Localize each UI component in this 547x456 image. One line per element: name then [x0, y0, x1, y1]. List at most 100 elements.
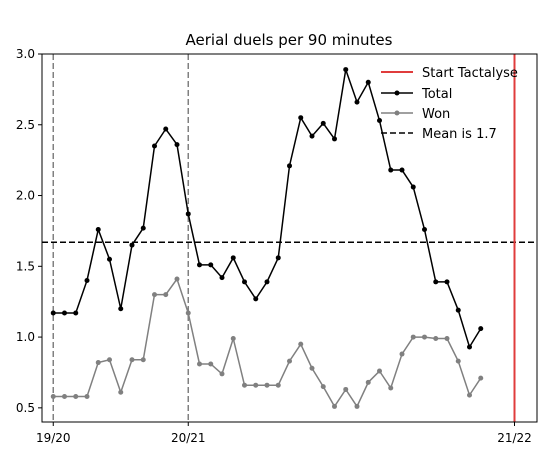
- series-total-point: [230, 255, 236, 261]
- series-total-point: [422, 227, 427, 233]
- series-won-point: [185, 310, 191, 316]
- series-won-point: [377, 368, 382, 374]
- series-won-point: [388, 385, 394, 391]
- series-won-point: [332, 403, 337, 409]
- series-total-point: [433, 279, 439, 285]
- series-total-point: [309, 133, 315, 139]
- series-total-point: [140, 225, 146, 231]
- series-won-point: [478, 375, 484, 381]
- x-tick-label: 19/20: [36, 431, 71, 445]
- plot-background: [42, 54, 537, 422]
- season-lines: [52, 54, 189, 422]
- series-total-point: [174, 142, 180, 148]
- series-won-point: [410, 334, 416, 340]
- series-total-point: [129, 242, 135, 248]
- series-won-point: [444, 335, 450, 341]
- legend-mean-label: Mean is 1.7: [422, 127, 497, 142]
- legend-won-marker: [394, 110, 400, 116]
- series-total-point: [73, 310, 79, 316]
- y-tick-label: 0.5: [16, 401, 35, 415]
- series-total-point: [444, 279, 450, 285]
- series-total-point: [50, 310, 56, 316]
- series-won-point: [275, 382, 281, 388]
- series-total-point: [152, 143, 157, 149]
- series-won-point: [298, 341, 304, 347]
- series-won-point: [309, 365, 315, 371]
- series-total-point: [365, 79, 371, 85]
- series-won-point: [320, 384, 326, 390]
- series-won-point: [467, 392, 472, 398]
- series-won-point: [287, 358, 292, 364]
- y-tick-label: 2.5: [16, 118, 35, 132]
- series-total-point: [275, 255, 281, 261]
- series-total-point: [197, 262, 202, 268]
- series-won-point: [62, 394, 67, 400]
- x-tick-label: 20/21: [171, 431, 206, 445]
- series-total-point: [467, 344, 472, 350]
- series-total-point: [399, 167, 405, 173]
- legend-won-label: Won: [422, 107, 450, 122]
- series-total-point: [388, 167, 394, 173]
- legend-total-marker: [394, 90, 400, 96]
- series-won-point: [107, 357, 112, 363]
- x-tick-label: 21/22: [497, 431, 532, 445]
- y-tick-label: 3.0: [16, 47, 35, 61]
- series-won-point: [253, 382, 259, 388]
- series-won-point: [95, 360, 101, 366]
- series-total-point: [84, 277, 90, 283]
- series-won-point: [422, 334, 427, 340]
- series-total-point: [107, 256, 112, 262]
- series-won-point: [50, 394, 56, 400]
- series-won-point: [343, 386, 349, 392]
- series-won-point: [219, 371, 225, 377]
- x-axis: 19/20 20/21 21/22: [36, 422, 532, 445]
- series-total: [50, 67, 484, 350]
- series-won-point: [354, 403, 360, 409]
- plot-frame: [41, 53, 538, 423]
- series-won-point: [230, 335, 236, 341]
- legend: Start Tactalyse Total Won Mean is 1.7: [381, 66, 518, 142]
- series-won-point: [84, 394, 90, 400]
- series-won-point: [73, 394, 79, 400]
- series-won-point: [140, 357, 146, 363]
- series-total-point: [478, 326, 484, 332]
- series-total-point: [185, 211, 191, 217]
- series-layer: [50, 67, 484, 409]
- series-won-point: [365, 379, 371, 385]
- series-total-point: [208, 262, 214, 268]
- series-won-point: [197, 361, 202, 367]
- y-tick-label: 1.5: [16, 259, 35, 273]
- y-axis: 0.5 1.0 1.5 2.0 2.5 3.0: [16, 47, 42, 415]
- y-tick-label: 2.0: [16, 189, 35, 203]
- series-total-point: [118, 306, 124, 312]
- series-total-point: [343, 67, 349, 73]
- series-won-point: [152, 292, 157, 298]
- legend-start-label: Start Tactalyse: [422, 66, 518, 81]
- series-total-point: [332, 136, 337, 142]
- y-tick-label: 1.0: [16, 330, 35, 344]
- series-total-point: [95, 227, 101, 233]
- series-won-point: [129, 357, 135, 363]
- series-won: [50, 276, 484, 409]
- series-total-point: [287, 163, 292, 169]
- series-won-point: [118, 389, 124, 395]
- series-total-point: [219, 275, 225, 281]
- series-won-point: [242, 382, 247, 388]
- series-total-point: [410, 184, 416, 190]
- series-total-point: [253, 296, 259, 302]
- legend-total-label: Total: [421, 87, 452, 102]
- series-total-point: [455, 307, 461, 313]
- series-total-point: [62, 310, 67, 316]
- series-total-point: [354, 99, 360, 105]
- series-won-point: [208, 361, 214, 367]
- series-total-point: [320, 120, 326, 126]
- series-won-point: [433, 335, 439, 341]
- chart-title: Aerial duels per 90 minutes: [186, 31, 393, 49]
- series-won-point: [163, 292, 169, 298]
- series-total-point: [264, 279, 270, 285]
- series-total-point: [377, 118, 382, 124]
- series-won-point: [455, 358, 461, 364]
- series-won-point: [174, 276, 180, 282]
- series-total-point: [242, 279, 247, 285]
